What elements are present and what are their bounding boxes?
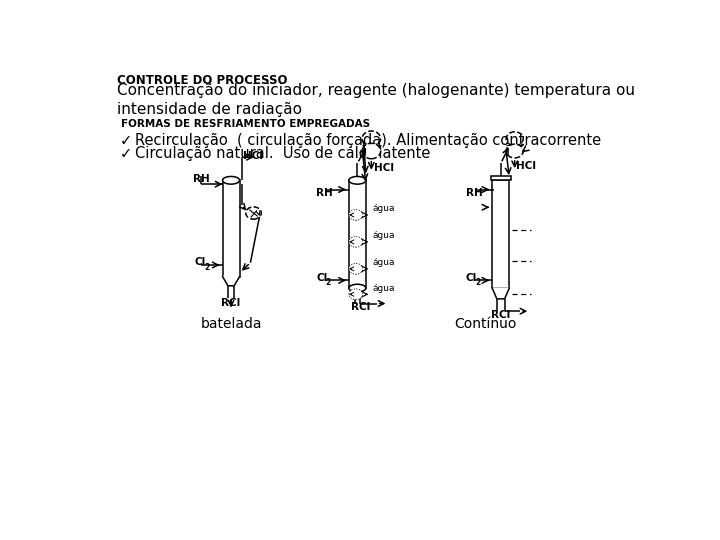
Text: HCl: HCl xyxy=(516,161,536,171)
Ellipse shape xyxy=(349,237,363,247)
Ellipse shape xyxy=(362,131,381,146)
Text: água: água xyxy=(373,258,395,267)
Ellipse shape xyxy=(222,177,240,184)
Text: Cl: Cl xyxy=(316,273,328,283)
Text: 2: 2 xyxy=(325,278,331,287)
Text: RCl: RCl xyxy=(492,309,510,320)
Text: água: água xyxy=(373,205,395,213)
Bar xyxy=(490,176,510,180)
Ellipse shape xyxy=(506,132,523,146)
Bar xyxy=(349,180,366,288)
Text: batelada: batelada xyxy=(200,316,262,330)
Text: água: água xyxy=(373,284,395,293)
Text: água: água xyxy=(373,231,395,240)
Text: Circulação natural.  Uso de calor latente: Circulação natural. Uso de calor latente xyxy=(135,146,431,161)
Text: Cl: Cl xyxy=(466,273,477,283)
Text: Concentração do iniciador, reagente (halogenante) temperatura ou
intensidade de : Concentração do iniciador, reagente (hal… xyxy=(117,83,635,118)
Ellipse shape xyxy=(349,284,366,292)
Ellipse shape xyxy=(349,210,363,220)
Text: 2: 2 xyxy=(475,278,480,287)
Ellipse shape xyxy=(506,144,523,158)
Text: Recirculação  ( circulação forçada). Alimentação contracorrente: Recirculação ( circulação forçada). Alim… xyxy=(135,132,601,147)
Ellipse shape xyxy=(349,289,363,300)
Text: ✓: ✓ xyxy=(120,132,132,147)
Text: RCl: RCl xyxy=(221,298,240,308)
Text: HCl: HCl xyxy=(243,151,264,161)
Text: HCl: HCl xyxy=(374,163,394,173)
Bar xyxy=(222,180,240,276)
Text: Cl: Cl xyxy=(194,257,206,267)
Text: Contínuo: Contínuo xyxy=(454,316,516,330)
Text: RH: RH xyxy=(466,188,482,198)
Text: FORMAS DE RESFRIAMENTO EMPREGADAS: FORMAS DE RESFRIAMENTO EMPREGADAS xyxy=(121,119,370,129)
Text: RCl: RCl xyxy=(351,302,370,312)
Text: CONTROLE DO PROCESSO: CONTROLE DO PROCESSO xyxy=(117,74,287,87)
Text: 2: 2 xyxy=(204,262,210,272)
Ellipse shape xyxy=(246,207,261,219)
Ellipse shape xyxy=(362,143,381,159)
Polygon shape xyxy=(222,276,240,286)
Text: ✓: ✓ xyxy=(120,146,132,161)
Text: RH: RH xyxy=(316,188,333,198)
Ellipse shape xyxy=(349,264,363,274)
Ellipse shape xyxy=(349,177,366,184)
Bar xyxy=(492,180,509,288)
Text: RH: RH xyxy=(193,174,210,184)
Polygon shape xyxy=(492,288,509,299)
